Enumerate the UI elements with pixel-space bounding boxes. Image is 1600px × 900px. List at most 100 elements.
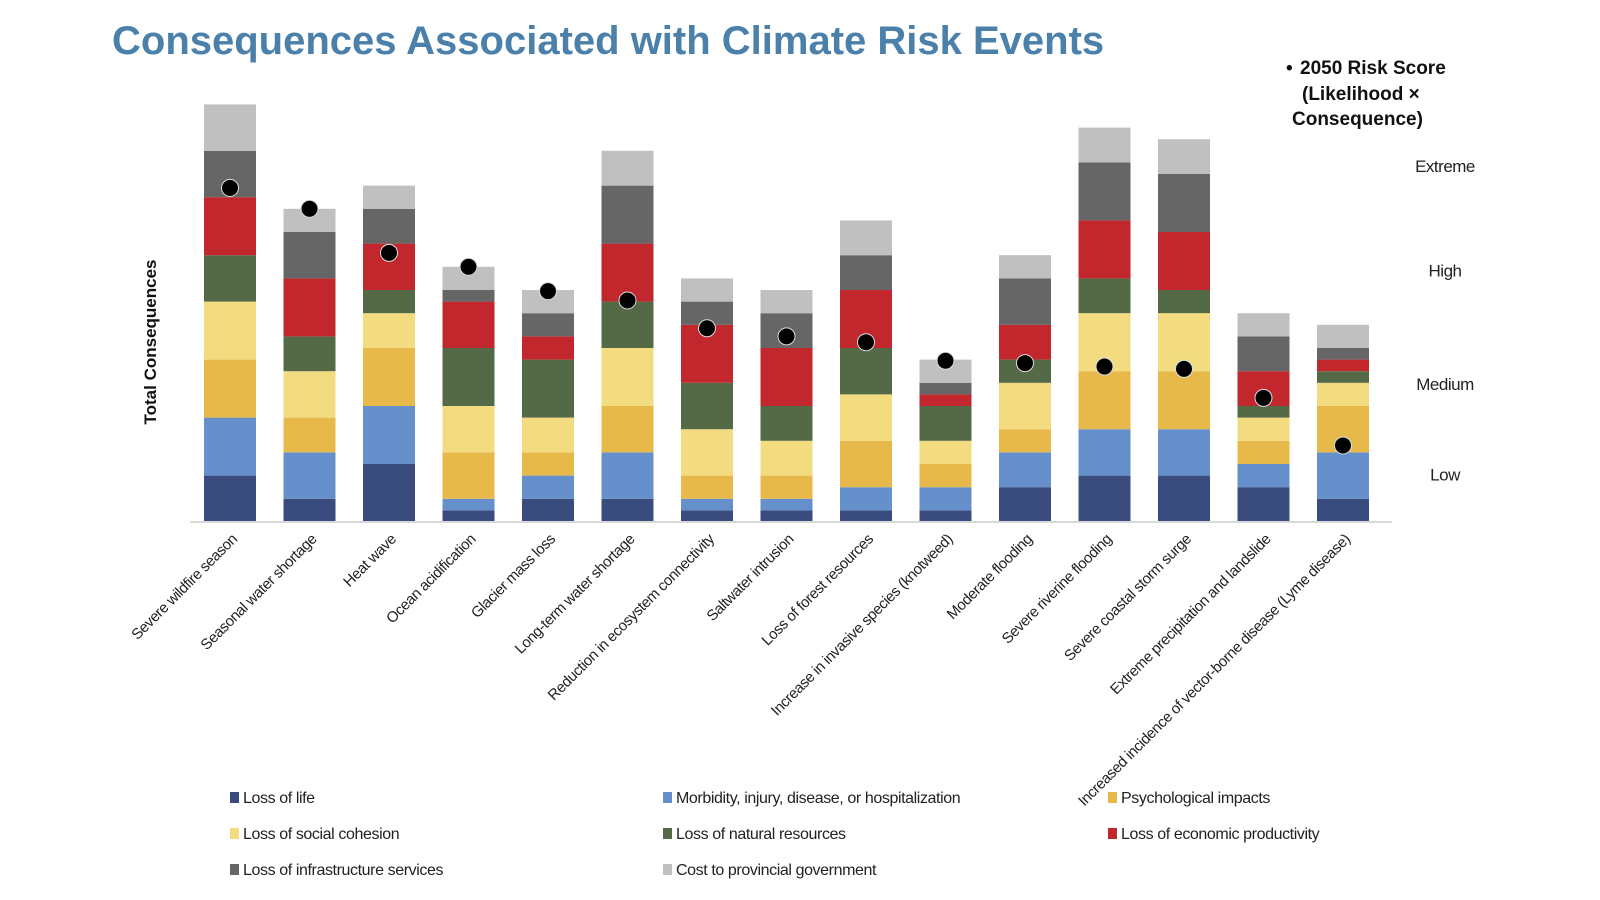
bar-segment — [442, 498, 495, 511]
risk-score-dot — [1095, 357, 1114, 376]
bar-segment — [283, 498, 336, 522]
bar-segment — [204, 197, 256, 256]
risk-score-dot — [1334, 436, 1352, 455]
risk-score-dot — [539, 282, 557, 301]
bar-segment — [1158, 232, 1210, 290]
bar-segment — [919, 394, 972, 406]
bar-segment — [760, 498, 813, 511]
bar-segment — [204, 104, 256, 151]
legend: Loss of life Morbidity, injury, disease, … — [230, 790, 1320, 879]
bar-segment — [760, 510, 813, 522]
bar-segment — [522, 290, 574, 314]
bar-segment — [1158, 429, 1210, 476]
bar-segment — [1158, 174, 1210, 232]
bar-segment — [601, 498, 654, 522]
bar-segment — [681, 278, 733, 302]
risk-level-label: Low — [1430, 465, 1461, 484]
legend-item: Morbidity, injury, disease, or hospitali… — [663, 790, 961, 807]
bar-segment — [1158, 139, 1210, 174]
bar-segment — [681, 301, 733, 325]
bar-segment — [840, 440, 892, 488]
bar-segment — [1078, 220, 1131, 279]
bar-segment — [363, 406, 415, 464]
bar-segment — [1158, 290, 1210, 314]
bar-segment — [840, 255, 892, 290]
bar-segment — [204, 255, 256, 302]
risk-score-dot — [936, 351, 955, 370]
bar-segment — [681, 498, 733, 511]
bar-segment — [919, 510, 972, 522]
x-tick-label: Severe coastal storm surge — [1061, 531, 1195, 665]
bar-segment — [204, 301, 256, 360]
bar-segment — [1158, 371, 1210, 430]
bar-segment — [1317, 348, 1369, 360]
bar-segment — [919, 440, 972, 464]
bar-segment — [1237, 313, 1290, 337]
bar-segment — [1078, 162, 1131, 221]
y-axis-label: Total Consequences — [141, 260, 160, 425]
bar-segment — [363, 208, 415, 244]
x-tick-label: Increased incidence of vector-borne dise… — [1075, 531, 1354, 810]
legend-swatch — [230, 828, 239, 839]
bar-segment — [1317, 359, 1369, 372]
bar-segment — [1237, 417, 1290, 441]
chart-title: Consequences Associated with Climate Ris… — [112, 19, 1104, 63]
risk-score-dot — [380, 243, 398, 262]
legend-swatch — [663, 792, 672, 803]
risk-score-legend: • 2050 Risk Score (Likelihood × Conseque… — [1286, 58, 1446, 130]
legend-swatch — [230, 792, 239, 803]
bar-segment — [363, 348, 415, 406]
bar-segment — [1317, 498, 1369, 522]
legend-label: Loss of life — [243, 790, 315, 807]
bar-segment — [760, 475, 813, 499]
bar-segment — [601, 348, 654, 406]
bar-segment — [522, 359, 574, 418]
bar-segment — [919, 382, 972, 395]
bar-segment — [1158, 475, 1210, 522]
bar-segment — [840, 220, 892, 256]
legend-swatch — [663, 828, 672, 839]
bar-segment — [1078, 475, 1131, 522]
x-tick-label: Ocean acidification — [383, 531, 479, 627]
x-tick-label: Reduction in ecosystem connectivity — [545, 530, 719, 704]
risk-score-title-line-3: Consequence) — [1292, 109, 1423, 130]
x-tick-label: Increase in invasive species (knotweed) — [768, 531, 957, 720]
bars-group — [204, 104, 1369, 522]
bar-segment — [204, 359, 256, 418]
bar-segment — [363, 464, 415, 522]
legend-label: Loss of infrastructure services — [243, 862, 444, 879]
bar-segment — [363, 313, 415, 348]
bar-segment — [1237, 464, 1290, 488]
risk-score-dot — [1016, 354, 1034, 373]
bar-segment — [522, 336, 574, 360]
risk-score-dot — [698, 319, 716, 338]
bar-segment — [204, 417, 256, 476]
bar-segment — [999, 382, 1051, 430]
x-tick-label: Heat wave — [340, 531, 400, 591]
bar-segment — [840, 348, 892, 395]
legend-label: Loss of economic productivity — [1121, 826, 1320, 843]
x-tick-label: Saltwater intrusion — [703, 531, 797, 625]
bar-segment — [919, 487, 972, 511]
bar-segment — [1237, 440, 1290, 464]
bar-segment — [760, 440, 813, 476]
bar-segment — [601, 452, 654, 499]
legend-label: Cost to provincial government — [676, 862, 877, 879]
bar-segment — [840, 394, 892, 441]
legend-item: Loss of economic productivity — [1108, 826, 1320, 843]
bar-segment — [522, 475, 574, 499]
risk-score-title-line-1: 2050 Risk Score — [1300, 58, 1446, 79]
bar-segment — [283, 452, 336, 499]
legend-swatch — [663, 864, 672, 875]
bar-segment — [840, 510, 892, 522]
bar-segment — [522, 313, 574, 337]
x-tick-label: Glacier mass loss — [468, 531, 559, 622]
bar-segment — [283, 336, 336, 372]
risk-score-dot — [1175, 359, 1193, 378]
bar-segment — [363, 290, 415, 314]
bar-segment — [681, 382, 733, 430]
bar-segment — [601, 406, 654, 453]
legend-label: Loss of natural resources — [676, 826, 846, 843]
bar-segment — [1237, 336, 1290, 372]
